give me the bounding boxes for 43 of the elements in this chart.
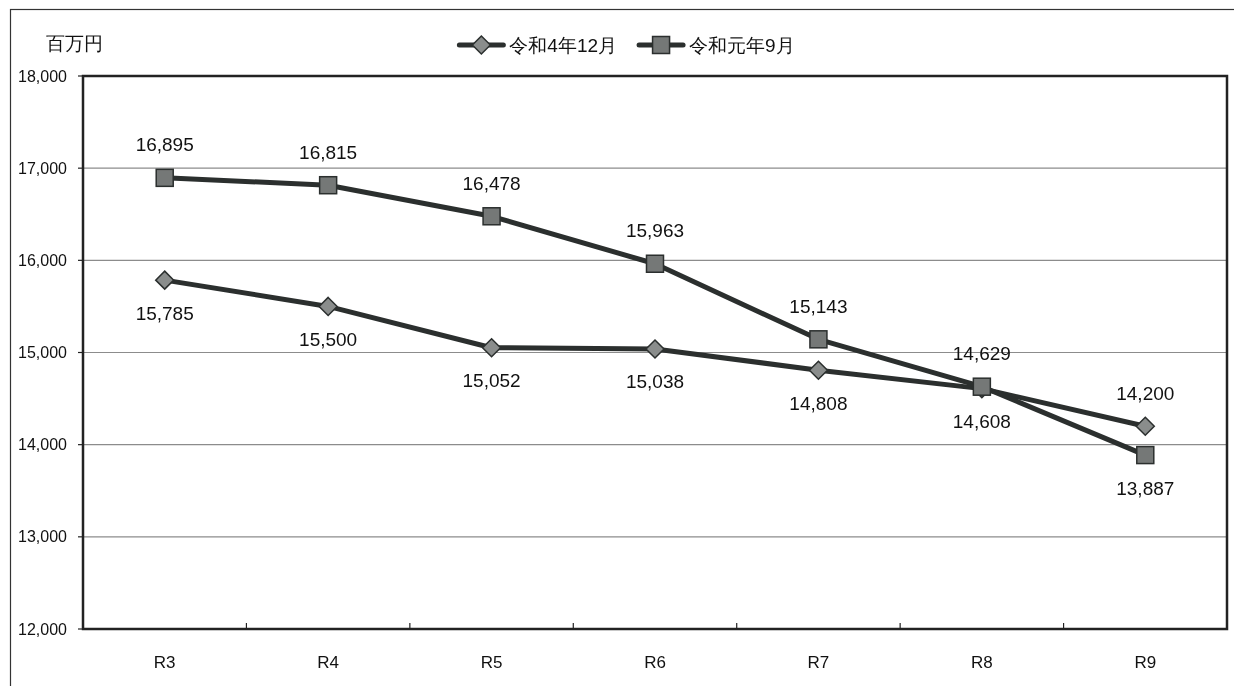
data-label: 14,808 bbox=[789, 392, 848, 414]
point bbox=[318, 296, 338, 317]
x-tick-label: R5 bbox=[480, 652, 503, 672]
y-axis-title: 百万円 bbox=[46, 32, 103, 54]
data-label: 16,895 bbox=[135, 134, 194, 156]
point bbox=[1135, 416, 1156, 436]
point bbox=[645, 254, 665, 273]
x-tick-label: R3 bbox=[153, 652, 176, 672]
data-label: 15,500 bbox=[299, 328, 358, 350]
data-label: 13,887 bbox=[1116, 477, 1175, 499]
data-label: 16,815 bbox=[299, 141, 358, 163]
point bbox=[481, 337, 502, 358]
y-tick-label: 18,000 bbox=[18, 67, 68, 85]
data-label: 15,143 bbox=[789, 295, 848, 317]
data-label: 15,038 bbox=[625, 371, 685, 393]
point bbox=[1136, 445, 1155, 465]
point bbox=[645, 339, 665, 359]
point bbox=[318, 175, 338, 195]
y-tick-label: 17,000 bbox=[18, 159, 68, 177]
point bbox=[808, 360, 829, 380]
point bbox=[809, 330, 828, 349]
y-tick-label: 13,000 bbox=[18, 528, 68, 546]
x-tick-label: R6 bbox=[644, 652, 666, 672]
x-tick-label: R7 bbox=[807, 652, 830, 672]
data-label: 15,052 bbox=[462, 370, 521, 392]
legend-label: 令和元年9月 bbox=[689, 34, 795, 56]
legend-label: 令和4年12月 bbox=[509, 34, 618, 56]
data-label: 14,608 bbox=[952, 411, 1011, 433]
y-tick-label: 16,000 bbox=[18, 251, 68, 269]
x-tick-label: R4 bbox=[317, 652, 340, 672]
x-tick-label: R8 bbox=[970, 652, 993, 672]
point bbox=[155, 168, 174, 188]
x-tick-label: R9 bbox=[1134, 652, 1157, 672]
data-label: 15,785 bbox=[135, 302, 194, 324]
point bbox=[154, 270, 175, 290]
y-tick-label: 12,000 bbox=[18, 620, 68, 638]
point bbox=[482, 207, 501, 226]
data-label: 14,629 bbox=[952, 343, 1011, 365]
data-label: 15,963 bbox=[625, 220, 685, 242]
y-tick-label: 14,000 bbox=[18, 436, 68, 454]
data-label: 16,478 bbox=[462, 172, 521, 194]
y-tick-label: 15,000 bbox=[18, 344, 68, 361]
data-label: 14,200 bbox=[1116, 382, 1175, 404]
